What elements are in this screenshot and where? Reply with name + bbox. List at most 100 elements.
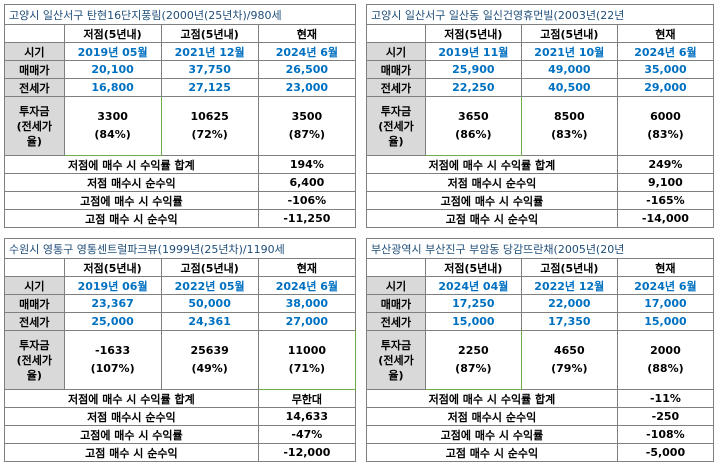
row-label-period: 시기 <box>366 42 426 61</box>
invest-value: 25639 (49%) <box>160 330 259 390</box>
sale-value: 35,000 <box>616 60 715 79</box>
column-header: 저점(5년내) <box>63 24 162 43</box>
summary-value: -250 <box>616 407 715 426</box>
invest-label-line: 율) <box>388 368 404 382</box>
apartment-table-4: 부산광역시 부산진구 부암동 당감뜨란채(2005년(20년 저점(5년내) 고점(… <box>366 238 715 462</box>
row-label-invest: 투자금 (전세가 율) <box>4 96 65 156</box>
apartment-table-1: 고양시 일산서구 탄현16단지풍림(2000년(25년차)/980세 저점(5년내… <box>4 4 357 228</box>
sale-value: 37,750 <box>160 60 259 79</box>
summary-label: 고점에 매수 시 수익률 <box>366 425 618 444</box>
jeonse-ratio: (84%) <box>94 128 131 141</box>
invest-label-line: 율) <box>388 134 404 148</box>
period-value: 2024년 04월 <box>424 276 522 295</box>
column-header: 저점(5년내) <box>63 258 162 277</box>
row-label-invest: 투자금 (전세가 율) <box>366 96 426 156</box>
invest-amount: 6000 <box>650 110 681 123</box>
summary-label: 저점 매수시 순수익 <box>366 173 618 192</box>
summary-label: 고점 매수 시 순수익 <box>366 443 618 462</box>
column-header <box>4 258 65 277</box>
summary-label: 저점 매수시 순수익 <box>4 407 259 426</box>
summary-value: -165% <box>616 191 715 210</box>
invest-amount: 25639 <box>190 344 229 357</box>
jeonse-value: 29,000 <box>616 78 715 97</box>
invest-amount: 3300 <box>97 110 128 123</box>
jeonse-value: 25,000 <box>63 312 162 331</box>
summary-label: 고점 매수 시 순수익 <box>4 443 259 462</box>
summary-value: -47% <box>257 425 357 444</box>
row-label-period: 시기 <box>366 276 426 295</box>
jeonse-value: 24,361 <box>160 312 259 331</box>
summary-value: 무한대 <box>257 389 357 408</box>
invest-label-line: 투자금 <box>19 104 50 118</box>
invest-label-line: 투자금 <box>380 338 412 352</box>
row-label-sale: 매매가 <box>366 294 426 313</box>
invest-label-line: (전세가 <box>378 119 414 133</box>
price-table: 수원시 영통구 영통센트럴파크뷰(1999년(25년차)/1190세 저점(5년내… <box>4 238 357 462</box>
invest-value: 3500 (87%) <box>257 96 357 156</box>
period-value: 2024년 6월 <box>257 276 357 295</box>
summary-label: 저점에 매수 시 수익률 합계 <box>4 389 259 408</box>
summary-value: 6,400 <box>257 173 357 192</box>
sale-value: 22,000 <box>520 294 618 313</box>
invest-value: 2250 (87%) <box>424 330 522 390</box>
summary-label: 저점에 매수 시 수익률 합계 <box>4 155 259 174</box>
jeonse-ratio: (86%) <box>455 128 492 141</box>
jeonse-ratio: (72%) <box>191 128 228 141</box>
invest-label-line: 투자금 <box>19 338 50 352</box>
jeonse-value: 40,500 <box>520 78 618 97</box>
apartment-table-3: 수원시 영통구 영통센트럴파크뷰(1999년(25년차)/1190세 저점(5년내… <box>4 238 357 462</box>
summary-label: 저점 매수시 순수익 <box>4 173 259 192</box>
invest-value: 3650 (86%) <box>424 96 522 156</box>
row-label-sale: 매매가 <box>4 60 65 79</box>
jeonse-ratio: (71%) <box>288 362 326 375</box>
jeonse-ratio: (87%) <box>455 362 492 375</box>
period-value: 2024년 6월 <box>257 42 357 61</box>
sale-value: 17,000 <box>616 294 715 313</box>
jeonse-value: 15,000 <box>616 312 715 331</box>
invest-amount: 4650 <box>553 344 585 357</box>
invest-amount: 3500 <box>291 110 323 123</box>
invest-amount: 11000 <box>287 344 327 357</box>
jeonse-value: 22,250 <box>424 78 522 97</box>
summary-value: -5,000 <box>616 443 715 462</box>
invest-value: 3300 (84%) <box>63 96 162 156</box>
invest-label-line: (전세가 <box>16 119 53 133</box>
invest-amount: 10625 <box>190 110 229 123</box>
period-value: 2019년 06월 <box>63 276 162 295</box>
apartment-title: 고양시 일산서구 탄현16단지풍림(2000년(25년차)/980세 <box>4 4 356 25</box>
row-label-jeonse: 전세가 <box>366 78 426 97</box>
column-header: 현재 <box>616 24 715 43</box>
invest-amount: 8500 <box>553 110 585 123</box>
period-value: 2024년 6월 <box>616 42 715 61</box>
invest-amount: 3650 <box>458 110 489 123</box>
summary-value: -106% <box>257 191 357 210</box>
summary-value: -12,000 <box>257 443 357 462</box>
summary-label: 고점에 매수 시 수익률 <box>366 191 618 210</box>
sale-value: 38,000 <box>257 294 357 313</box>
invest-value: 6000 (83%) <box>616 96 715 156</box>
column-header: 현재 <box>616 258 715 277</box>
column-header: 고점(5년내) <box>160 24 259 43</box>
row-label-invest: 투자금 (전세가 율) <box>4 330 65 390</box>
jeonse-value: 15,000 <box>424 312 522 331</box>
column-header: 저점(5년내) <box>424 24 522 43</box>
row-label-invest: 투자금 (전세가 율) <box>366 330 426 390</box>
summary-value: 249% <box>616 155 715 174</box>
row-label-jeonse: 전세가 <box>366 312 426 331</box>
summary-label: 고점에 매수 시 수익률 <box>4 191 259 210</box>
sale-value: 50,000 <box>160 294 259 313</box>
jeonse-ratio: (87%) <box>288 128 326 141</box>
period-value: 2021년 12월 <box>160 42 259 61</box>
jeonse-value: 16,800 <box>63 78 162 97</box>
price-table: 고양시 일산서구 일산동 일신건영휴먼빌(2003년(22년 저점(5년내) 고점(… <box>366 4 715 228</box>
apartment-title: 수원시 영통구 영통센트럴파크뷰(1999년(25년차)/1190세 <box>4 238 356 259</box>
summary-label: 고점 매수 시 순수익 <box>4 209 259 228</box>
jeonse-value: 27,125 <box>160 78 259 97</box>
summary-label: 고점 매수 시 순수익 <box>366 209 618 228</box>
summary-label: 저점 매수시 순수익 <box>366 407 618 426</box>
column-header: 고점(5년내) <box>520 24 618 43</box>
period-value: 2019년 11월 <box>424 42 522 61</box>
summary-label: 저점에 매수 시 수익률 합계 <box>366 389 618 408</box>
jeonse-ratio: (88%) <box>647 362 684 375</box>
invest-label-line: 율) <box>26 134 42 148</box>
